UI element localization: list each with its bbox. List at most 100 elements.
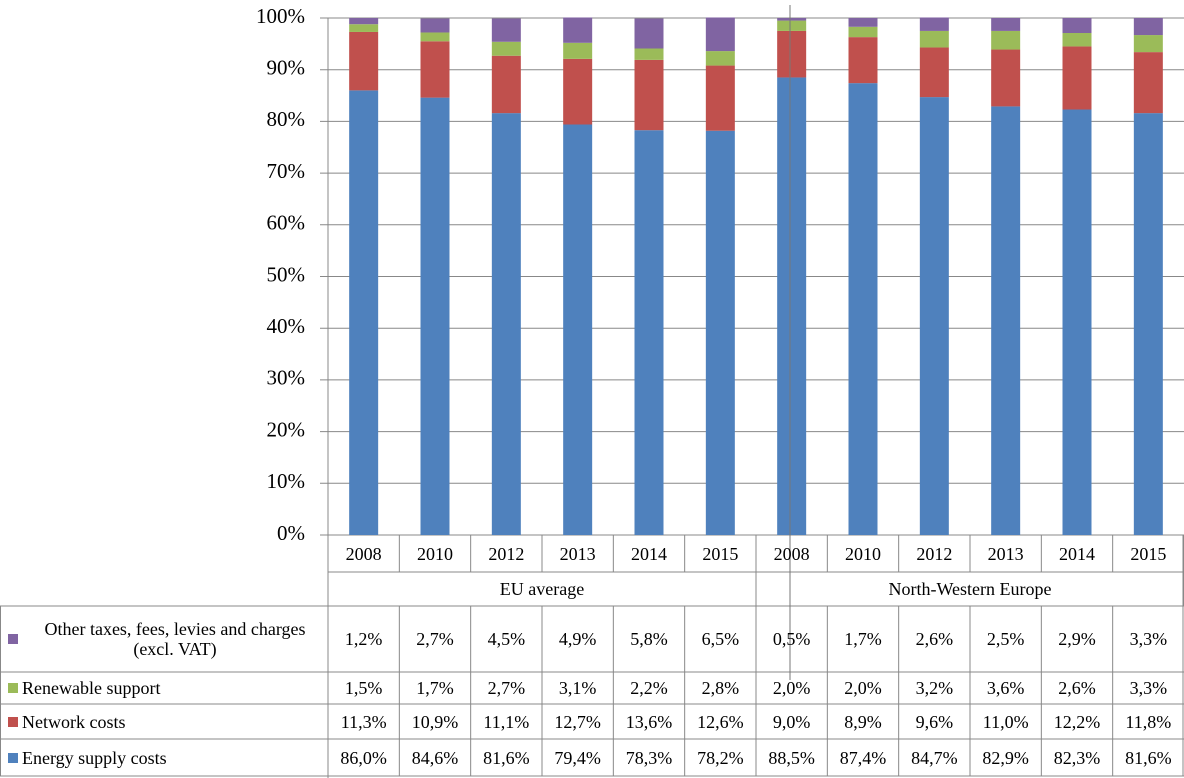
group-label: North-Western Europe [888,579,1052,599]
legend-swatch [8,752,18,763]
bar-segment [1062,32,1092,47]
value-label: 1,5% [344,678,383,698]
x-tick-label: 2014 [630,543,667,564]
value-label: 11,1% [483,711,530,732]
x-tick-label: 2013 [987,543,1024,564]
bar-segment [1133,113,1163,536]
y-tick-label: 30% [267,366,306,390]
value-label: 2,0% [772,678,811,698]
bar-segment [491,113,521,536]
value-label: 1,7% [844,629,882,649]
bar-segment [563,124,593,535]
bar-segment [349,24,379,32]
value-label: 82,3% [1053,747,1101,768]
y-tick-label: 20% [267,417,306,441]
bar-segment [634,48,664,60]
value-label: 2,9% [1058,629,1096,649]
x-tick-label: 2015 [702,543,739,564]
bar-segment [848,18,878,27]
bar-segment [991,18,1021,31]
value-label: 81,6% [1125,747,1172,768]
bar-segment [991,30,1021,50]
y-tick-label: 90% [267,56,306,80]
y-tick-label: 40% [267,314,306,338]
y-tick-label: 10% [267,469,306,493]
x-tick-label: 2012 [916,543,953,564]
bar-segment [349,31,379,91]
bar-segment [420,97,450,536]
value-label: 2,7% [487,678,526,698]
value-label: 10,9% [411,711,459,732]
value-label: 87,4% [839,747,887,768]
value-label: 2,2% [630,678,668,698]
bar-segment [1133,35,1163,53]
value-label: 4,5% [487,629,526,649]
value-label: 2,6% [915,629,954,649]
value-label: 88,5% [768,747,815,768]
bar-segment [563,58,593,125]
value-label: 3,1% [558,678,597,698]
value-label: 13,6% [625,711,673,732]
bar-segment [705,130,735,535]
value-label: 2,0% [844,678,882,698]
bar-segment [491,18,521,42]
bar-segment [634,130,664,535]
bar-segment [1133,18,1163,36]
bar-segment [705,51,735,66]
bar-segment [848,26,878,38]
value-label: 1,2% [344,629,383,649]
bar-segment [919,17,949,31]
bar-segment [777,77,807,535]
value-label: 4,9% [558,629,597,649]
value-label: 81,6% [483,747,530,768]
value-label: 12,7% [554,711,601,732]
bar-segment [420,32,450,42]
legend-entry: Energy supply costs [0,739,328,776]
bar-segment [919,97,949,535]
legend-label: Other taxes, fees, levies and charges (e… [44,619,306,659]
bar-segment [420,18,450,33]
y-tick-label: 80% [267,107,306,131]
bar-segment [634,18,664,49]
bar-segment [349,18,379,25]
bar-segment [1133,52,1163,114]
value-label: 12,6% [697,711,744,732]
legend-entry: Other taxes, fees, levies and charges (e… [0,606,328,672]
value-label: 5,8% [630,629,668,649]
value-label: 84,6% [411,747,459,768]
bar-segment [705,17,735,52]
value-label: 82,9% [982,747,1029,768]
bar-segment [634,59,664,131]
value-label: 3,2% [915,678,954,698]
legend-label: Energy supply costs [22,747,167,768]
legend-entry: Network costs [0,704,328,739]
bar-segment [991,49,1021,107]
y-tick-label: 100% [256,4,305,28]
value-label: 1,7% [416,678,454,698]
bar-segment [777,18,807,21]
legend-label: Renewable support [22,678,161,698]
value-label: 6,5% [701,629,740,649]
bar-segment [848,83,878,535]
bar-segment [491,55,521,114]
legend-label: Network costs [22,711,126,732]
y-tick-label: 50% [267,262,306,286]
bar-segment [777,20,807,31]
bar-segment [991,106,1021,536]
bar-segment [491,41,521,56]
bar-segment [1062,46,1092,110]
value-label: 3,3% [1129,678,1168,698]
value-label: 78,3% [625,747,673,768]
bar-segment [349,90,379,535]
value-label: 79,4% [554,747,601,768]
value-label: 11,3% [340,711,387,732]
group-label: EU average [499,579,585,599]
bar-segment [919,30,949,48]
value-label: 8,9% [844,711,882,732]
x-tick-label: 2010 [416,543,453,564]
bar-segment [919,47,949,98]
y-tick-label: 60% [267,211,306,235]
x-tick-label: 2013 [559,543,596,564]
